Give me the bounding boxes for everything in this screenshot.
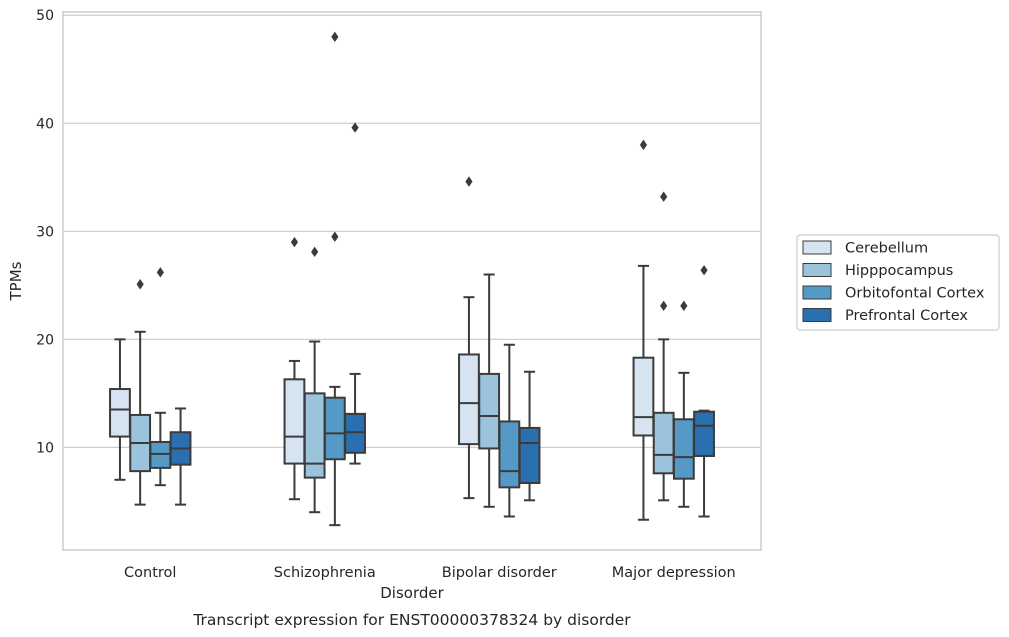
legend-label: Hipppocampus xyxy=(845,263,953,279)
y-gridlines xyxy=(63,14,761,448)
box-2-0 xyxy=(458,176,480,500)
box-2-3 xyxy=(518,370,541,502)
y-tick-label: 20 xyxy=(36,332,54,348)
chart-caption: Transcript expression for ENST0000037832… xyxy=(192,611,631,629)
iqr-box xyxy=(652,411,675,475)
box-0-3 xyxy=(169,407,192,506)
outlier-point xyxy=(660,191,668,202)
legend-swatch xyxy=(802,240,832,255)
legend-swatch xyxy=(802,285,832,300)
x-axis-label: Disorder xyxy=(380,584,444,602)
y-tick-label: 40 xyxy=(36,116,54,132)
box-1-2 xyxy=(323,31,346,527)
legend-swatch xyxy=(802,308,832,322)
outlier-point xyxy=(351,122,359,133)
outlier-point xyxy=(639,139,648,151)
outlier-point xyxy=(290,236,299,248)
box-3-2 xyxy=(672,300,695,508)
y-tick-label: 10 xyxy=(36,440,54,456)
outlier-point xyxy=(465,176,473,187)
box-0-0 xyxy=(109,338,131,481)
outlier-point xyxy=(660,300,668,312)
iqr-box xyxy=(632,356,655,437)
iqr-box xyxy=(283,378,306,465)
y-tick-label: 30 xyxy=(36,224,54,240)
outlier-point xyxy=(311,246,319,258)
y-axis-label: TPMs xyxy=(7,261,25,301)
iqr-box xyxy=(458,353,480,446)
legend-label: Cerebellum xyxy=(845,241,928,257)
y-tick-labels: 10 20 30 40 50 xyxy=(36,8,54,456)
x-tick-labels: Control Schizophrenia Bipolar disorder Majo… xyxy=(124,565,736,581)
x-tick-label: Major depression xyxy=(612,565,736,581)
box-1-3 xyxy=(344,122,366,465)
plot-frame xyxy=(62,11,762,551)
iqr-box xyxy=(149,440,172,469)
legend: Cerebellum Hipppocampus Orbitofontal Corte… xyxy=(796,234,1000,331)
legend-label: Prefrontal Cortex xyxy=(845,308,968,324)
outlier-point xyxy=(156,267,164,278)
box-2-1 xyxy=(478,273,501,508)
outlier-point xyxy=(700,264,708,276)
legend-swatch xyxy=(802,263,832,277)
y-tick-label: 50 xyxy=(36,8,54,24)
legend-frame xyxy=(796,234,1000,331)
box-0-2 xyxy=(149,267,172,487)
x-tick-label: Schizophrenia xyxy=(274,565,376,581)
box-0-1 xyxy=(129,279,152,506)
x-tick-label: Bipolar disorder xyxy=(442,565,557,581)
iqr-box xyxy=(478,372,501,450)
iqr-box xyxy=(518,426,541,485)
x-tick-label: Control xyxy=(124,565,176,581)
iqr-box xyxy=(303,392,326,479)
outlier-point xyxy=(331,231,339,242)
iqr-box xyxy=(672,418,695,480)
iqr-box xyxy=(109,388,131,438)
iqr-box xyxy=(323,396,346,461)
iqr-box xyxy=(693,410,715,458)
box-2-2 xyxy=(498,343,521,518)
iqr-box xyxy=(498,420,521,489)
outlier-point xyxy=(136,279,144,290)
box-3-3 xyxy=(693,264,715,518)
box-1-1 xyxy=(303,246,326,514)
box-groups xyxy=(109,31,715,527)
iqr-box xyxy=(344,412,366,454)
legend-label: Orbitofontal Cortex xyxy=(845,286,985,302)
outlier-point xyxy=(680,300,688,312)
outlier-point xyxy=(331,31,339,43)
box-3-1 xyxy=(652,191,675,502)
box-3-0 xyxy=(632,139,655,521)
box-1-0 xyxy=(283,236,306,501)
